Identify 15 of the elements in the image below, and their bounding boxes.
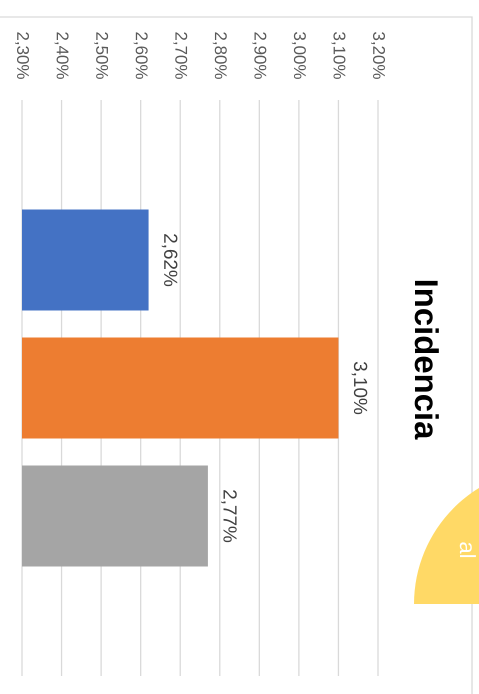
- x-tick-label: 3,10%: [331, 32, 346, 79]
- x-tick-label: 2,40%: [54, 32, 69, 79]
- x-tick-label: 3,20%: [371, 32, 385, 79]
- data-label: 2,62%: [162, 234, 178, 286]
- text: Incidencia: [414, 280, 439, 440]
- x-tick-label: 2,60%: [134, 32, 148, 79]
- x-tick-label: 2,80%: [212, 32, 227, 79]
- data-label: 2,77%: [221, 490, 237, 542]
- x-tick-label: 2,30%: [15, 32, 29, 79]
- x-tick-label: 2,90%: [252, 32, 266, 79]
- data-label: 3,10%: [352, 362, 368, 414]
- x-tick-label: 2,50%: [94, 32, 108, 79]
- x-tick-label: 3,00%: [292, 32, 306, 79]
- x-tick-label: 2,70%: [173, 32, 188, 79]
- text: al: [460, 542, 476, 558]
